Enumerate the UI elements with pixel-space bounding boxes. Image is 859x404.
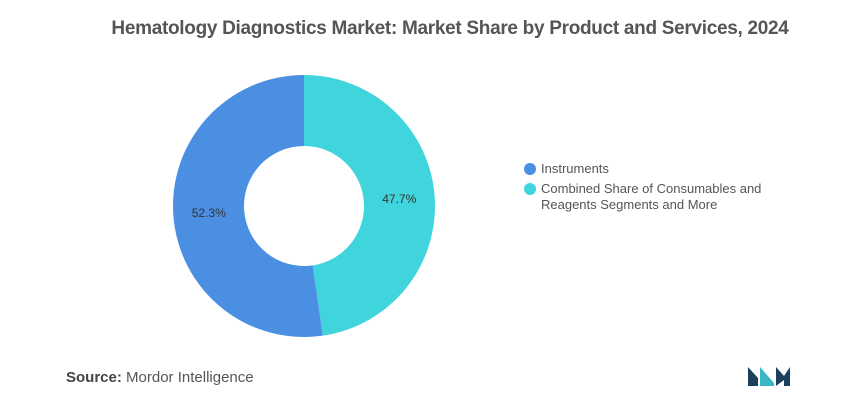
legend-swatch-consumables [524, 183, 536, 195]
slice-label-consumables: 47.7% [382, 192, 416, 206]
source-note: Source: Mordor Intelligence [66, 369, 254, 386]
mordor-intelligence-logo [748, 367, 790, 386]
slice-label-instruments: 52.3% [192, 206, 226, 220]
legend-item-consumables: Combined Share of Consumables and Reagen… [524, 181, 794, 213]
source-value: Mordor Intelligence [126, 369, 254, 386]
legend-swatch-instruments [524, 163, 536, 175]
legend: Instruments Combined Share of Consumable… [524, 161, 794, 217]
source-label: Source: [66, 369, 122, 386]
legend-label-consumables-line1: Combined Share of Consumables and [541, 181, 762, 196]
chart-title: Hematology Diagnostics Market: Market Sh… [111, 18, 789, 39]
legend-label-consumables-line2: Reagents Segments and More [541, 197, 718, 212]
legend-label-instruments: Instruments [541, 161, 609, 176]
legend-item-instruments: Instruments [524, 161, 794, 177]
legend-label-consumables: Combined Share of Consumables and Reagen… [541, 181, 761, 213]
donut-slice-instruments [173, 75, 323, 337]
donut-slice-consumables [304, 75, 435, 336]
